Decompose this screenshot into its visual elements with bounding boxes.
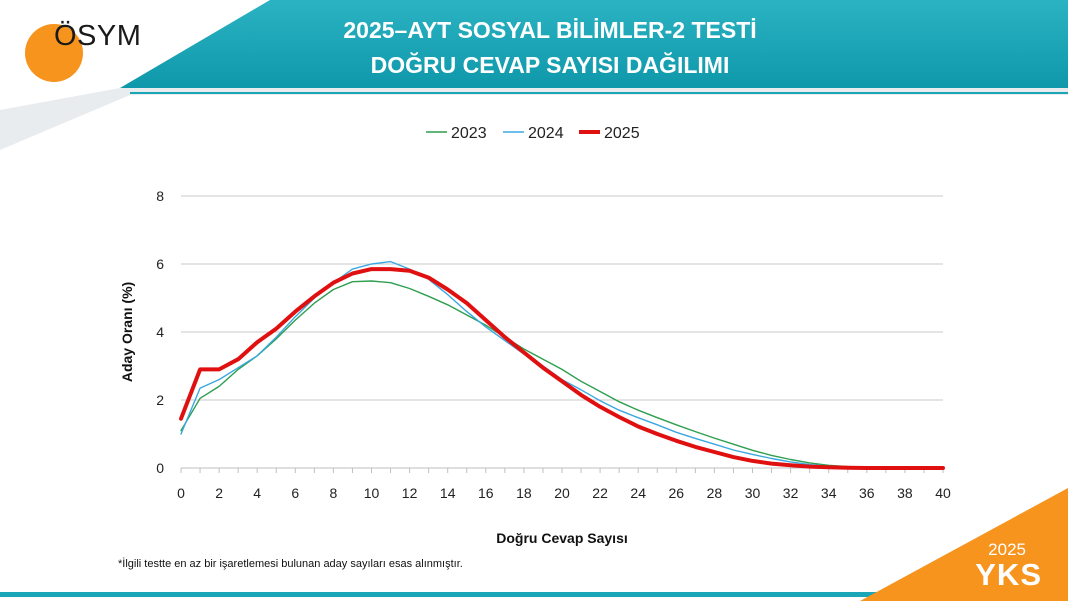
x-tick-label: 4 — [253, 485, 261, 501]
x-tick-label: 16 — [478, 485, 494, 501]
yks-label: YKS — [975, 557, 1042, 592]
y-tick-label: 8 — [156, 188, 164, 204]
header-shadow — [0, 88, 1068, 150]
page-title-line1: 2025–AYT SOSYAL BİLİMLER-2 TESTİ — [343, 17, 757, 43]
x-tick-label: 34 — [821, 485, 837, 501]
x-axis-title: Doğru Cevap Sayısı — [496, 530, 628, 546]
orange-corner — [860, 488, 1068, 601]
y-tick-label: 2 — [156, 392, 164, 408]
x-tick-label: 2 — [215, 485, 223, 501]
series-line-2024 — [180, 260, 944, 469]
x-tick-label: 36 — [859, 485, 875, 501]
x-tick-label: 38 — [897, 485, 913, 501]
x-tick-label: 10 — [364, 485, 380, 501]
osym-logo-text: ÖSYM — [54, 20, 142, 52]
header-underline — [130, 92, 1068, 94]
x-tick-label: 20 — [554, 485, 570, 501]
y-tick-label: 0 — [156, 460, 164, 476]
x-tick-label: 30 — [745, 485, 761, 501]
legend-label-2024: 2024 — [528, 125, 564, 142]
y-axis-title: Aday Oranı (%) — [119, 282, 135, 382]
yks-year: 2025 — [988, 540, 1026, 559]
x-tick-label: 0 — [177, 485, 185, 501]
x-tick-label: 22 — [592, 485, 608, 501]
x-tick-label: 24 — [630, 485, 646, 501]
x-tick-label: 18 — [516, 485, 532, 501]
x-tick-label: 6 — [291, 485, 299, 501]
x-tick-label: 40 — [935, 485, 951, 501]
legend-label-2025: 2025 — [604, 125, 640, 142]
x-tick-label: 12 — [402, 485, 418, 501]
x-tick-label: 8 — [330, 485, 338, 501]
header-band — [120, 0, 1068, 88]
y-tick-label: 6 — [156, 256, 164, 272]
legend-label-2023: 2023 — [451, 125, 487, 142]
x-tick-label: 26 — [669, 485, 685, 501]
x-tick-label: 32 — [783, 485, 799, 501]
series-line-2023 — [180, 280, 944, 469]
footer-line — [0, 592, 880, 597]
y-tick-label: 4 — [156, 324, 164, 340]
page-title-line2: DOĞRU CEVAP SAYISI DAĞILIMI — [370, 52, 730, 78]
footnote: *İlgili testte en az bir işaretlemesi bu… — [118, 558, 463, 570]
logo-orange-circle — [25, 24, 83, 82]
x-tick-label: 14 — [440, 485, 456, 501]
series-line-2025 — [179, 267, 945, 470]
x-tick-label: 28 — [707, 485, 723, 501]
